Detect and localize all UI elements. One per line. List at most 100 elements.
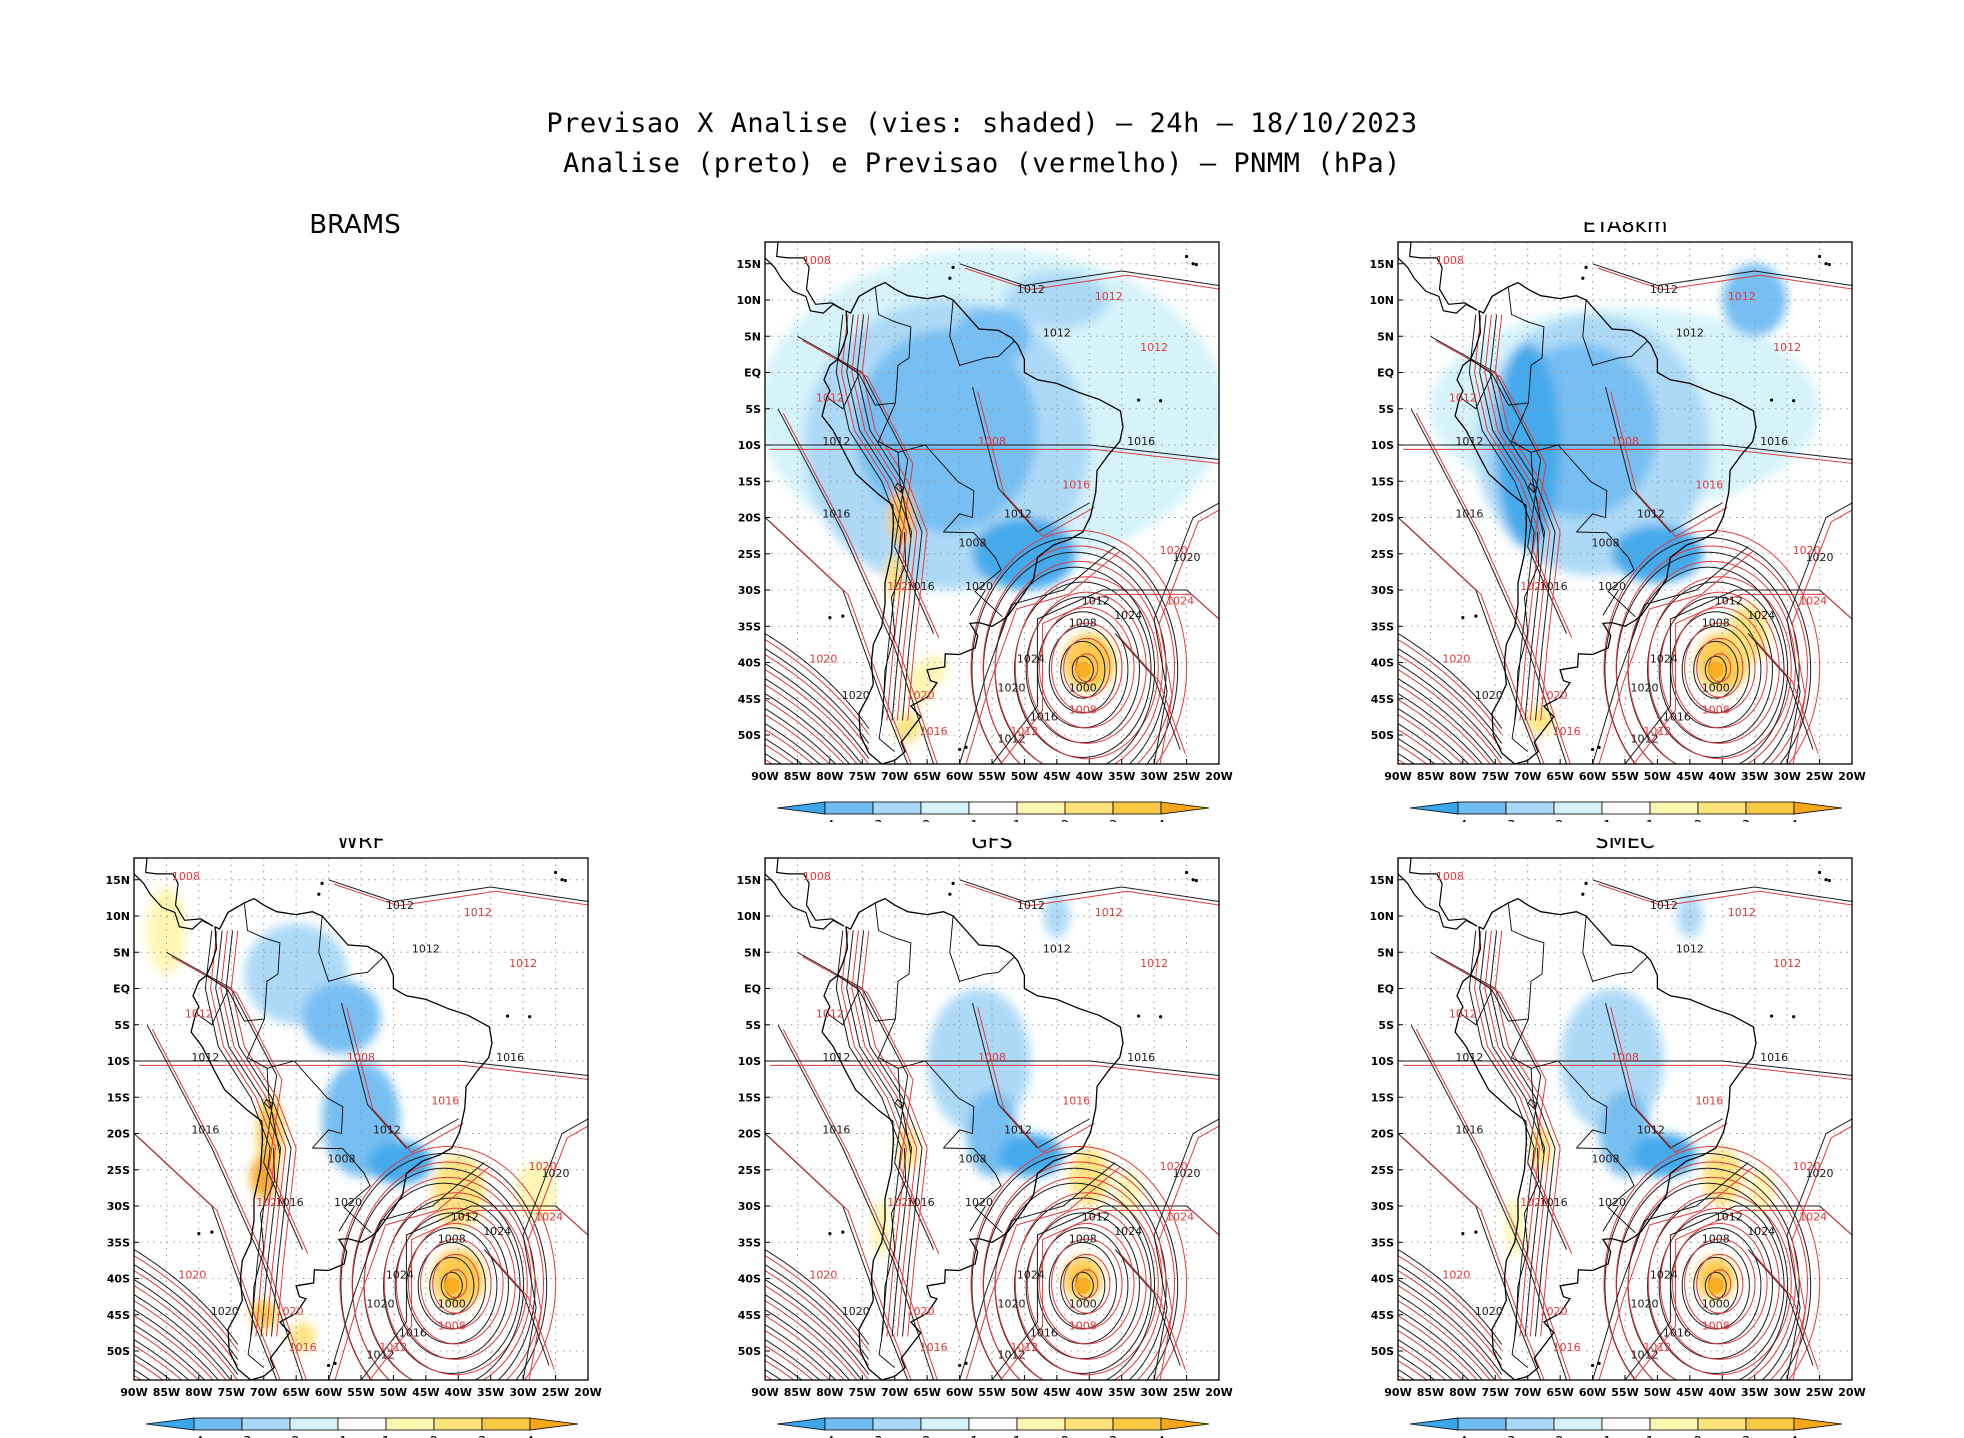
lat-tick-label: 5S [1378, 1019, 1394, 1032]
forecast-isobar-label: 1008 [1702, 1319, 1730, 1332]
analysis-isobar-label: 1016 [1760, 435, 1788, 448]
lat-tick-label: EQ [1377, 983, 1394, 996]
forecast-isobar-label: 1012 [1643, 1341, 1671, 1354]
lon-tick-label: 25W [542, 1386, 569, 1399]
analysis-isobar-label: 1024 [1114, 609, 1142, 622]
lat-tick-label: EQ [744, 983, 761, 996]
lon-tick-label: 80W [1449, 1386, 1476, 1399]
lon-tick-label: 40W [1709, 770, 1736, 783]
lon-tick-label: 85W [153, 1386, 180, 1399]
brams-label: BRAMS [309, 210, 401, 240]
analysis-isobar-label: 1012 [1650, 283, 1678, 296]
lat-tick-label: 10S [738, 1055, 761, 1068]
lon-tick-label: 40W [1076, 770, 1103, 783]
forecast-isobar-label: 1020 [1540, 689, 1568, 702]
analysis-isobar-label: 1008 [959, 1153, 987, 1166]
lat-tick-label: 15S [738, 475, 761, 488]
colorbar-swatch [872, 1417, 922, 1431]
forecast-isobar-label: 1020 [1442, 1269, 1470, 1282]
analysis-isobar-label: 1016 [399, 1327, 427, 1340]
lon-tick-label: 80W [816, 770, 843, 783]
lon-tick-label: 45W [1043, 1386, 1070, 1399]
analysis-isobar-label: 1024 [1747, 1225, 1775, 1238]
forecast-isobar-label: 1012 [1449, 392, 1477, 405]
lat-tick-label: 35S [1371, 620, 1394, 633]
forecast-isobar-label: 1008 [347, 1051, 375, 1064]
colorbar-swatch [1160, 801, 1210, 815]
lat-tick-label: 45S [1371, 693, 1394, 706]
lat-tick-label: 40S [1371, 657, 1394, 670]
lat-tick-label: 30S [738, 584, 761, 597]
analysis-isobar-label: 1012 [1637, 508, 1665, 521]
lat-tick-label: 40S [738, 1273, 761, 1286]
colorbar-label: 2 [1061, 819, 1069, 822]
lat-tick-label: 50S [738, 729, 761, 742]
lon-tick-label: 30W [1773, 770, 1800, 783]
lon-tick-label: 25W [1173, 770, 1200, 783]
analysis-isobar-label: 1020 [842, 689, 870, 702]
lon-tick-label: 80W [816, 1386, 843, 1399]
forecast-isobar-label: 1008 [803, 870, 831, 883]
forecast-isobar-label: 1008 [803, 254, 831, 267]
colorbar-swatch [481, 1417, 531, 1431]
lat-tick-label: 15S [1371, 1091, 1394, 1104]
forecast-isobar-label: 1012 [1728, 906, 1756, 919]
lon-tick-label: 55W [1611, 770, 1638, 783]
forecast-isobar-label: 1020 [809, 1269, 837, 1282]
bias-shade [432, 1249, 485, 1308]
analysis-isobar-label: 1020 [1173, 551, 1201, 564]
lon-tick-label: 45W [1676, 1386, 1703, 1399]
analysis-isobar-label: 1016 [822, 1124, 850, 1137]
forecast-isobar-label: 1012 [464, 906, 492, 919]
colorbar-swatch [1112, 1417, 1162, 1431]
lat-tick-label: 20S [738, 1128, 761, 1141]
lat-tick-label: 20S [107, 1128, 130, 1141]
colorbar-swatch [433, 1417, 483, 1431]
analysis-isobar-label: 1016 [1455, 1124, 1483, 1137]
colorbar-swatch [1697, 1417, 1747, 1431]
lon-tick-label: 80W [1449, 770, 1476, 783]
lon-tick-label: 90W [751, 1386, 778, 1399]
lon-tick-label: 70W [881, 770, 908, 783]
colorbar-swatch [776, 1417, 826, 1431]
lat-tick-label: 10N [1369, 910, 1394, 923]
lon-tick-label: 65W [282, 1386, 309, 1399]
forecast-isobar-label: 1012 [1728, 290, 1756, 303]
forecast-isobar-label: 1016 [1062, 1095, 1090, 1108]
lon-tick-label: 30W [1140, 1386, 1167, 1399]
lat-tick-label: 10N [105, 910, 130, 923]
forecast-isobar-label: 1020 [907, 689, 935, 702]
lon-tick-label: 70W [1514, 1386, 1541, 1399]
figure-title-line2: Analise (preto) e Previsao (vermelho) — … [563, 148, 1401, 179]
analysis-isobar-label: 1020 [965, 580, 993, 593]
colorbar-swatch [529, 1417, 579, 1431]
analysis-isobar-label: 1024 [1650, 653, 1678, 666]
lon-tick-label: 50W [1644, 1386, 1671, 1399]
lon-tick-label: 45W [1676, 770, 1703, 783]
lat-tick-label: 10N [736, 910, 761, 923]
forecast-isobar-label: 1012 [509, 957, 537, 970]
colorbar-swatch [824, 801, 874, 815]
analysis-isobar-label: 1020 [1630, 682, 1658, 695]
lon-tick-label: 60W [315, 1386, 342, 1399]
bias-shade [1722, 263, 1788, 337]
forecast-isobar-label: 1020 [887, 1196, 915, 1209]
bias-shade [920, 655, 947, 685]
lon-tick-label: 75W [218, 1386, 245, 1399]
colorbar-swatch [1505, 1417, 1555, 1431]
lat-tick-label: 25S [1371, 1164, 1394, 1177]
lat-tick-label: 50S [1371, 729, 1394, 742]
lat-tick-label: 25S [738, 1164, 761, 1177]
lat-tick-label: 5N [744, 330, 761, 343]
analysis-isobar-label: 1016 [1760, 1051, 1788, 1064]
forecast-isobar-label: 1008 [1611, 435, 1639, 448]
analysis-isobar-label: 1020 [1475, 1305, 1503, 1318]
lon-tick-label: 20W [1205, 770, 1232, 783]
lon-tick-label: 85W [1417, 770, 1444, 783]
colorbar-swatch [1064, 801, 1114, 815]
colorbar-swatch [1745, 1417, 1795, 1431]
analysis-isobar-label: 1012 [1004, 508, 1032, 521]
forecast-isobar-label: 1012 [816, 392, 844, 405]
lon-tick-label: 75W [1482, 1386, 1509, 1399]
